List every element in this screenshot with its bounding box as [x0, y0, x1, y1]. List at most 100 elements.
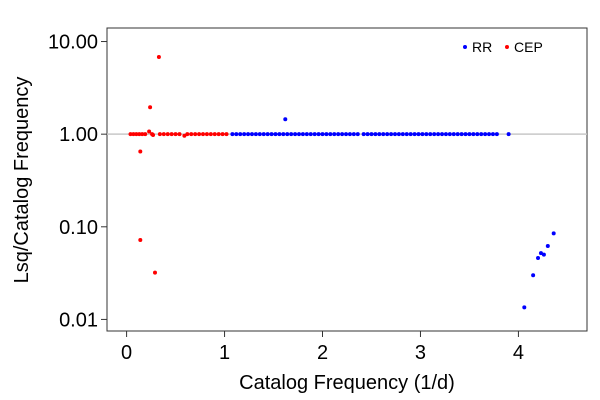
rr-point — [490, 132, 495, 137]
rr-point — [522, 305, 527, 310]
rr-point — [242, 132, 247, 137]
rr-point — [332, 132, 337, 137]
x-tick-label: 2 — [317, 342, 328, 364]
rr-point — [269, 132, 274, 137]
rr-point — [420, 132, 425, 137]
cep-point — [197, 132, 202, 137]
rr-point — [455, 132, 460, 137]
rr-point — [308, 132, 313, 137]
cep-point — [161, 132, 166, 137]
rr-point — [340, 132, 345, 137]
rr-point — [447, 132, 452, 137]
cep-point — [157, 132, 162, 137]
legend-rr-marker — [463, 45, 467, 49]
rr-point — [355, 132, 360, 137]
rr-point — [440, 132, 445, 137]
rr-point — [551, 231, 556, 236]
rr-point — [289, 132, 294, 137]
cep-point — [138, 238, 143, 243]
rr-point — [545, 244, 550, 249]
cep-point — [134, 132, 139, 137]
rr-point — [471, 132, 476, 137]
rr-point — [261, 132, 266, 137]
rr-point — [281, 132, 286, 137]
cep-point — [185, 132, 190, 137]
rr-point — [381, 132, 386, 137]
cep-point — [151, 132, 156, 137]
cep-point — [137, 132, 142, 137]
rr-point — [377, 132, 382, 137]
cep-point — [216, 132, 221, 137]
rr-point — [304, 132, 309, 137]
cep-point — [143, 132, 148, 137]
rr-point — [285, 132, 290, 137]
rr-point — [347, 132, 352, 137]
rr-point — [416, 132, 421, 137]
rr-point — [246, 132, 251, 137]
rr-point — [428, 132, 433, 137]
rr-point — [316, 132, 321, 137]
rr-point — [277, 132, 282, 137]
rr-point — [393, 132, 397, 137]
cep-point — [147, 129, 152, 134]
rr-point — [400, 132, 405, 137]
rr-point — [373, 132, 378, 137]
rr-point — [412, 132, 417, 137]
x-tick-label: 0 — [121, 342, 132, 364]
rr-point — [432, 132, 437, 137]
rr-point — [396, 132, 401, 137]
rr-point — [234, 132, 239, 137]
rr-point — [283, 117, 288, 122]
rr-point — [328, 132, 333, 137]
rr-point — [351, 132, 356, 137]
cep-point — [128, 132, 133, 137]
rr-point — [408, 132, 413, 137]
y-tick-label: 10.00 — [48, 32, 98, 54]
rr-point — [475, 132, 480, 137]
x-tick-label: 1 — [219, 342, 230, 364]
rr-point — [506, 132, 511, 137]
rr-point — [312, 132, 317, 137]
rr-point — [365, 132, 370, 137]
x-tick-label: 4 — [513, 342, 524, 364]
data-points — [128, 55, 556, 310]
rr-point — [265, 132, 270, 137]
legend-cep-label: CEP — [514, 39, 543, 55]
rr-point — [536, 256, 541, 261]
rr-point — [249, 132, 254, 137]
x-tick-label: 3 — [415, 342, 426, 364]
cep-point — [148, 105, 153, 110]
rr-point — [293, 132, 298, 137]
legend: RR CEP — [463, 39, 543, 55]
cep-point — [173, 132, 178, 137]
rr-point — [463, 132, 468, 137]
plot-frame — [106, 27, 588, 332]
rr-point — [300, 132, 305, 137]
rr-point — [297, 132, 301, 137]
rr-point — [451, 132, 456, 137]
rr-point — [483, 132, 488, 137]
rr-point — [344, 132, 349, 137]
y-tick-label: 1.00 — [59, 124, 98, 146]
cep-point — [224, 132, 229, 137]
x-axis-label: Catalog Frequency (1/d) — [239, 372, 455, 394]
cep-point — [208, 132, 213, 137]
y-tick-label: 0.10 — [59, 217, 98, 239]
x-axis: 0 1 2 3 4 — [121, 331, 524, 364]
rr-point — [424, 132, 429, 137]
rr-point — [389, 132, 394, 137]
rr-point — [404, 132, 409, 137]
rr-point — [369, 132, 374, 137]
rr-point — [257, 132, 262, 137]
rr-point — [385, 132, 390, 137]
rr-point — [479, 132, 484, 137]
cep-point — [212, 132, 217, 137]
rr-point — [230, 132, 235, 137]
cep-point — [165, 132, 170, 137]
y-axis: 0.01 0.10 1.00 10.00 — [48, 32, 107, 331]
rr-point — [541, 252, 546, 257]
cep-point — [131, 132, 136, 137]
legend-cep-marker — [505, 45, 509, 49]
rr-point — [443, 132, 448, 137]
